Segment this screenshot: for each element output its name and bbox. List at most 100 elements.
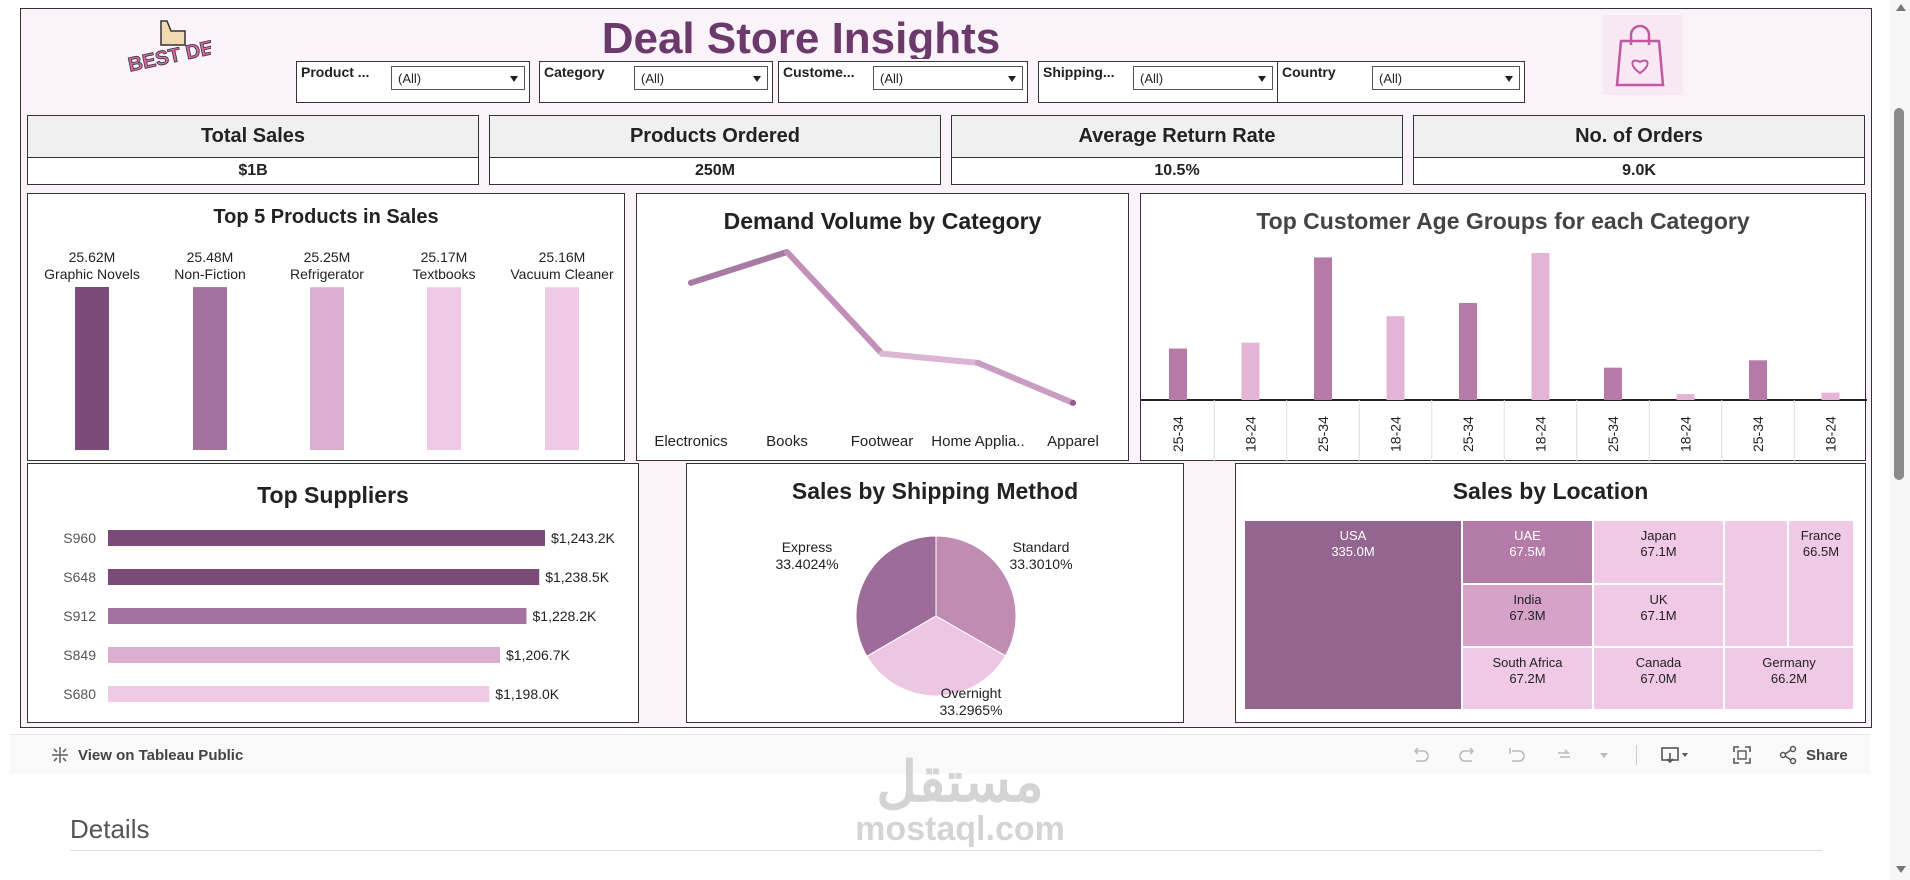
kpi-orders: No. of Orders 9.0K xyxy=(1413,115,1865,185)
suppliers-title: Top Suppliers xyxy=(257,482,409,508)
filter-customer-select[interactable]: (All) xyxy=(873,66,1023,90)
shipping-value-label: 33.2965% xyxy=(939,702,1002,718)
chevron-down-icon xyxy=(510,76,518,82)
chevron-down-icon xyxy=(1258,76,1266,82)
supplier-value-label: $1,206.7K xyxy=(506,647,570,663)
demand-category-label: Books xyxy=(766,433,808,450)
demand-panel: Demand Volume by Category Electronics Boo… xyxy=(636,193,1129,461)
age-bar xyxy=(1604,367,1622,400)
product-bar xyxy=(193,287,227,450)
share-icon[interactable] xyxy=(1778,745,1798,765)
scroll-up-icon[interactable] xyxy=(1896,4,1906,11)
filter-category-label: Category xyxy=(544,64,605,80)
product-name-label: Refrigerator xyxy=(290,266,364,282)
chevron-down-icon xyxy=(753,76,761,82)
kpi-label: No. of Orders xyxy=(1414,116,1864,158)
dashboard: BEST DEAL! Deal Store Insights Product .… xyxy=(20,8,1872,728)
chevron-down-icon xyxy=(1008,76,1016,82)
filter-customer: Custome... (All) xyxy=(778,61,1028,103)
product-bar xyxy=(427,287,461,450)
age-bar xyxy=(1676,394,1695,400)
filter-product: Product ... (All) xyxy=(296,61,530,103)
scroll-down-icon[interactable] xyxy=(1896,866,1906,873)
demand-line-segment xyxy=(879,350,981,366)
filter-shipping-select[interactable]: (All) xyxy=(1133,66,1273,90)
download-icon[interactable] xyxy=(1660,745,1688,765)
shipping-name-label: Standard xyxy=(1013,539,1070,555)
age-tick-label: 18-24 xyxy=(1533,416,1549,452)
location-name-label: France xyxy=(1801,528,1841,543)
filter-category: Category (All) xyxy=(539,61,773,103)
shipping-slice xyxy=(855,535,937,657)
demand-title: Demand Volume by Category xyxy=(723,208,1042,234)
supplier-name-label: S912 xyxy=(63,608,96,624)
supplier-value-label: $1,238.5K xyxy=(545,569,609,585)
supplier-bar xyxy=(108,569,540,585)
supplier-value-label: $1,198.0K xyxy=(495,686,559,702)
refresh-icon[interactable] xyxy=(1554,745,1574,765)
age-bar xyxy=(1749,360,1767,400)
location-treemap: USA335.0MUAE67.5MIndia67.3MJapan67.1MUK6… xyxy=(1243,519,1855,711)
filter-category-select[interactable]: (All) xyxy=(634,66,768,90)
filter-shipping-label: Shipping... xyxy=(1043,64,1115,80)
supplier-bar xyxy=(108,530,545,546)
filter-customer-value: (All) xyxy=(880,71,904,86)
demand-category-label: Footwear xyxy=(851,433,914,450)
suppliers-panel: Top Suppliers S960 $1,243.2K S648 $1,238.5K… xyxy=(27,463,639,723)
suppliers-chart: S960 $1,243.2K S648 $1,238.5K S912 $1,228.2K S… xyxy=(63,530,615,702)
revert-icon[interactable] xyxy=(1506,745,1526,765)
page-title: Deal Store Insights xyxy=(601,14,1001,59)
kpi-label: Total Sales xyxy=(28,116,478,158)
supplier-bar xyxy=(108,647,501,663)
location-value-label: 66.2M xyxy=(1771,671,1807,686)
top-products-panel: Top 5 Products in Sales 25.62M Graphic No… xyxy=(27,193,625,461)
filter-country-select[interactable]: (All) xyxy=(1372,66,1520,90)
age-groups-chart: 25-34 18-24 25-34 18-24 25-34 18-24 25-34 18-24… xyxy=(1141,253,1867,462)
demand-category-label: Electronics xyxy=(654,433,727,450)
supplier-value-label: $1,228.2K xyxy=(533,608,597,624)
shipping-panel: Sales by Shipping Method Express 33.4024%… xyxy=(686,463,1184,723)
watermark: مستقل mostaql.com xyxy=(830,750,1090,847)
age-bar xyxy=(1386,316,1405,400)
undo-icon[interactable] xyxy=(1410,745,1430,765)
kpi-value: 250M xyxy=(694,162,736,179)
supplier-name-label: S960 xyxy=(63,530,96,546)
demand-line-segment xyxy=(975,359,1076,406)
shopping-bag-icon xyxy=(1603,15,1683,95)
supplier-bar xyxy=(108,686,490,702)
view-on-tableau-link[interactable]: View on Tableau Public xyxy=(78,747,244,764)
kpi-value: $1B xyxy=(238,162,268,179)
product-value-label: 25.16M xyxy=(539,249,586,265)
share-button[interactable]: Share xyxy=(1806,747,1848,764)
caret-down-icon[interactable] xyxy=(1594,745,1614,765)
fullscreen-icon[interactable] xyxy=(1732,745,1752,765)
age-bar xyxy=(1531,253,1550,400)
shipping-value-label: 33.3010% xyxy=(1009,556,1072,572)
age-tick-label: 25-34 xyxy=(1315,416,1331,452)
location-cell xyxy=(1461,519,1594,585)
location-value-label: 67.0M xyxy=(1640,671,1676,686)
age-bar xyxy=(1459,302,1477,400)
watermark-arabic: مستقل xyxy=(876,750,1044,813)
age-bar xyxy=(1314,257,1332,400)
location-cell xyxy=(1592,646,1725,711)
age-tick-label: 18-24 xyxy=(1823,416,1839,452)
redo-icon[interactable] xyxy=(1458,745,1478,765)
scrollbar-thumb[interactable] xyxy=(1894,108,1904,480)
toolbar-divider xyxy=(1636,745,1637,765)
age-tick-label: 25-34 xyxy=(1170,416,1186,452)
location-value-label: 67.3M xyxy=(1509,608,1545,623)
shipping-slice xyxy=(935,535,1017,657)
location-value-label: 66.5M xyxy=(1803,544,1839,559)
shipping-value-label: 33.4024% xyxy=(775,556,838,572)
filter-country-value: (All) xyxy=(1379,71,1403,86)
product-bar xyxy=(545,287,579,450)
filter-product-value: (All) xyxy=(398,71,422,86)
age-tick-label: 18-24 xyxy=(1388,416,1404,452)
age-groups-title: Top Customer Age Groups for each Categor… xyxy=(1256,208,1750,234)
demand-point xyxy=(688,279,694,286)
location-value-label: 67.1M xyxy=(1640,544,1676,559)
filter-product-select[interactable]: (All) xyxy=(391,66,525,90)
supplier-bar xyxy=(108,608,527,624)
